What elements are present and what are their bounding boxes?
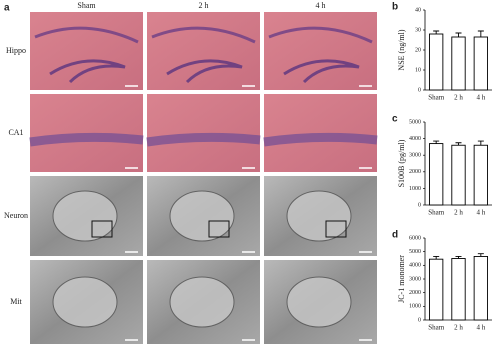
bar (473, 36, 488, 91)
micrograph (147, 12, 260, 90)
bar (429, 258, 444, 321)
y-axis-label: JC-1 monomer (397, 255, 406, 303)
row-label: Hippo (6, 46, 26, 55)
bar (429, 33, 444, 91)
cell-layer (263, 132, 378, 147)
panel-label: d (392, 230, 398, 241)
y-tick-label: 5000 (409, 249, 421, 255)
bar (451, 144, 466, 206)
cell-layer (29, 132, 144, 147)
x-tick-label: Sham (428, 94, 445, 102)
bar (451, 36, 466, 91)
bar (473, 144, 488, 206)
panel-label: b (392, 2, 398, 13)
cell (52, 276, 118, 328)
x-tick-label: Sham (428, 209, 445, 217)
y-tick-label: 5000 (409, 119, 421, 125)
inset-box (91, 220, 113, 238)
y-tick-label: 2000 (409, 290, 421, 296)
y-tick-label: 2000 (409, 169, 421, 175)
cell (52, 190, 118, 242)
x-tick-label: Sham (428, 324, 445, 332)
micrograph (264, 12, 377, 90)
tissue-band (268, 26, 373, 44)
x-tick-label: 2 h (454, 324, 463, 332)
y-tick-label: 40 (415, 7, 421, 13)
y-tick-label: 6000 (409, 235, 421, 241)
tissue-band (151, 26, 256, 44)
y-tick-label: 30 (415, 27, 421, 33)
error-bar (433, 140, 440, 144)
y-tick-label: 3000 (409, 276, 421, 282)
column-label: 4 h (316, 1, 326, 10)
x-tick-label: 2 h (454, 209, 463, 217)
y-tick-label: 1000 (409, 186, 421, 192)
row-label: Mit (10, 297, 22, 306)
error-bar (455, 32, 462, 37)
cell (286, 276, 352, 328)
error-bar (455, 256, 462, 259)
row-label: CA1 (8, 128, 23, 137)
bar (429, 143, 444, 206)
y-tick-label: 0 (418, 87, 421, 93)
error-bar (477, 253, 484, 257)
y-axis-label: S100B (pg/ml) (397, 139, 406, 187)
cell (286, 190, 352, 242)
x-tick-label: 4 h (476, 324, 485, 332)
y-tick-label: 0 (418, 317, 421, 323)
cell (169, 190, 235, 242)
bar (473, 256, 488, 321)
cell-layer (146, 132, 261, 147)
error-bar (477, 140, 484, 146)
row-label: Neuron (4, 211, 28, 220)
y-tick-label: 3000 (409, 153, 421, 159)
error-bar (455, 142, 462, 146)
column-label: 2 h (199, 1, 209, 10)
y-tick-label: 10 (415, 67, 421, 73)
tissue-band (166, 59, 243, 84)
bar (451, 258, 466, 321)
x-tick-label: 4 h (476, 209, 485, 217)
error-bar (477, 30, 484, 37)
column-label: Sham (77, 1, 96, 10)
y-tick-label: 1000 (409, 304, 421, 310)
error-bar (433, 256, 440, 260)
panel-label: a (4, 3, 10, 14)
x-tick-label: 4 h (476, 94, 485, 102)
inset-box (325, 220, 347, 238)
inset-box (208, 220, 230, 238)
y-tick-label: 4000 (409, 136, 421, 142)
panel-label: c (392, 114, 398, 125)
y-tick-label: 0 (418, 202, 421, 208)
cell (169, 276, 235, 328)
tissue-band (283, 59, 360, 84)
tissue-band (49, 59, 126, 84)
tissue-band (34, 26, 139, 44)
y-tick-label: 4000 (409, 263, 421, 269)
y-axis-label: NSE (ng/ml) (397, 29, 406, 70)
error-bar (433, 30, 440, 34)
y-tick-label: 20 (415, 47, 421, 53)
x-tick-label: 2 h (454, 94, 463, 102)
micrograph (30, 12, 143, 90)
